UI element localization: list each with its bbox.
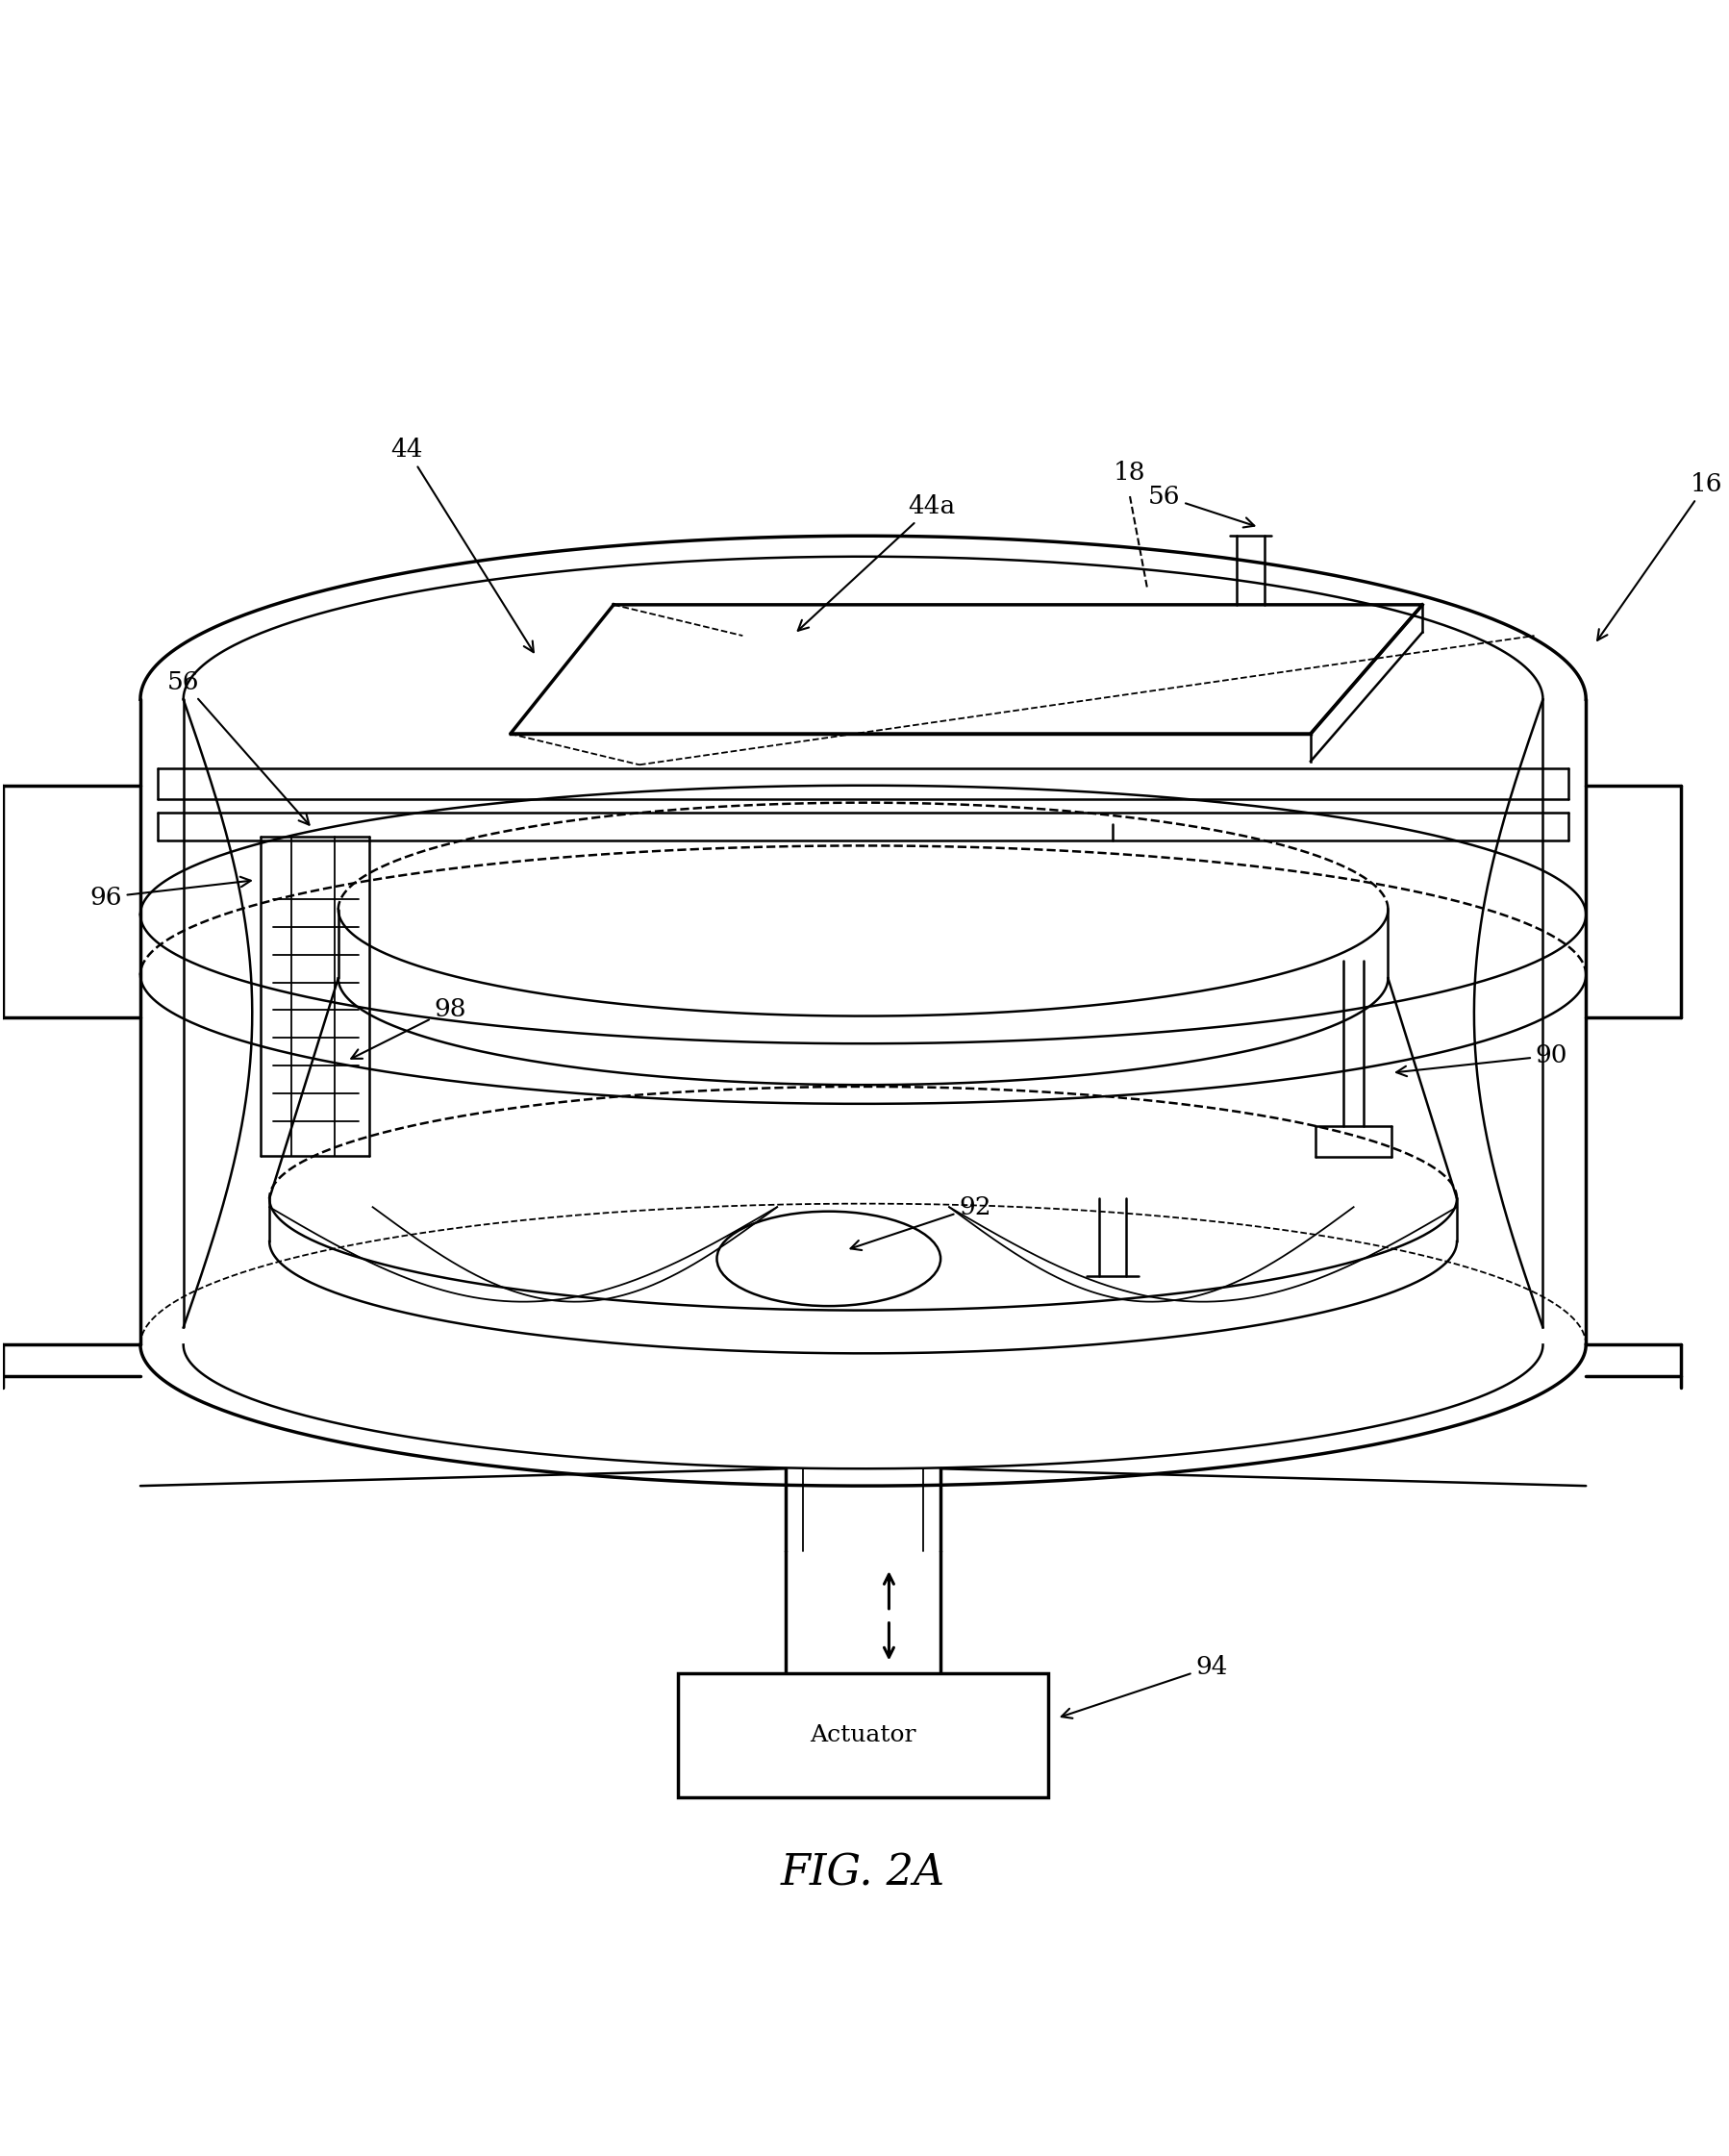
Text: 44: 44: [391, 438, 534, 653]
Text: 44a: 44a: [797, 494, 956, 632]
Text: Actuator: Actuator: [809, 1725, 916, 1746]
Text: 56: 56: [1148, 485, 1254, 528]
Text: 56: 56: [168, 671, 309, 826]
FancyBboxPatch shape: [678, 1673, 1048, 1798]
Text: 90: 90: [1397, 1044, 1568, 1076]
Text: 96: 96: [90, 877, 251, 910]
Text: 16: 16: [1598, 472, 1722, 640]
Text: 92: 92: [851, 1194, 991, 1250]
Text: 94: 94: [1062, 1654, 1228, 1718]
Text: FIG. 2A: FIG. 2A: [782, 1852, 946, 1893]
Text: 18: 18: [1113, 459, 1146, 485]
Text: 98: 98: [351, 996, 467, 1059]
